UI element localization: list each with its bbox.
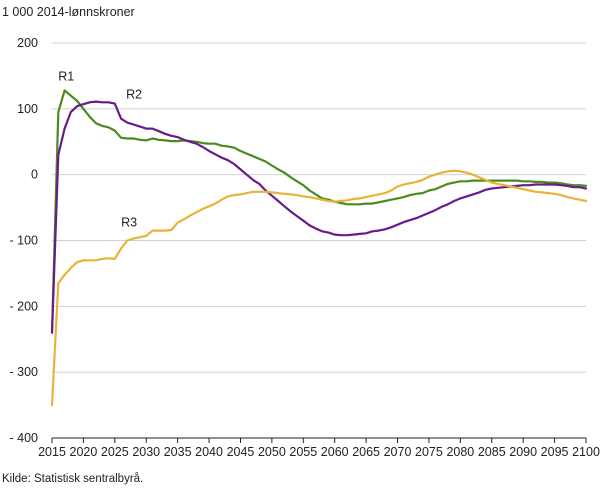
x-tick-label: 2095 [541, 445, 569, 459]
series-label-r1: R1 [58, 70, 74, 84]
y-tick-label: - 100 [10, 234, 39, 248]
x-tick-label: 2070 [384, 445, 412, 459]
y-tick-label: - 200 [10, 299, 39, 313]
y-tick-label: 200 [17, 36, 38, 50]
x-tick-label: 2080 [446, 445, 474, 459]
x-tick-label: 2040 [195, 445, 223, 459]
y-tick-label: 0 [31, 168, 38, 182]
series-labels: R1 R2 R3 [58, 70, 142, 230]
x-tick-label: 2065 [352, 445, 380, 459]
y-tick-label: - 300 [10, 365, 39, 379]
y-axis-unit-label: 1 000 2014-lønnskroner [2, 5, 135, 19]
source-note: Kilde: Statistisk sentralbyrå. [2, 473, 144, 485]
x-tick-label: 2045 [227, 445, 255, 459]
x-tick-label: 2060 [321, 445, 349, 459]
y-tick-label: 100 [17, 102, 38, 116]
y-axis-ticks: 200 100 0 - 100 - 200 - 300 - 400 [10, 36, 39, 445]
series-lines [50, 89, 588, 407]
x-tick-label: 2015 [38, 445, 66, 459]
x-tick-label: 2035 [164, 445, 192, 459]
y-tick-label: - 400 [10, 431, 39, 445]
x-tick-label: 2100 [572, 445, 600, 459]
series-line-r2 [50, 100, 588, 334]
x-tick-label: 2020 [70, 445, 98, 459]
x-axis-ticks: 2015 2020 2025 2030 2035 2040 2045 2050 2055 2060… [38, 438, 600, 459]
x-tick-label: 2085 [478, 445, 506, 459]
x-tick-label: 2050 [258, 445, 286, 459]
series-label-r2: R2 [126, 87, 142, 101]
series-label-r3: R3 [121, 216, 137, 230]
x-tick-label: 2055 [289, 445, 317, 459]
x-tick-label: 2025 [101, 445, 129, 459]
series-line-r3 [50, 169, 588, 407]
x-tick-label: 2090 [509, 445, 537, 459]
line-chart: 200 100 0 - 100 - 200 - 300 - 400 2015 2020 2025… [10, 36, 600, 459]
x-tick-label: 2075 [415, 445, 443, 459]
x-tick-label: 2030 [132, 445, 160, 459]
series-line-r1 [50, 89, 588, 334]
gridlines [52, 42, 586, 373]
